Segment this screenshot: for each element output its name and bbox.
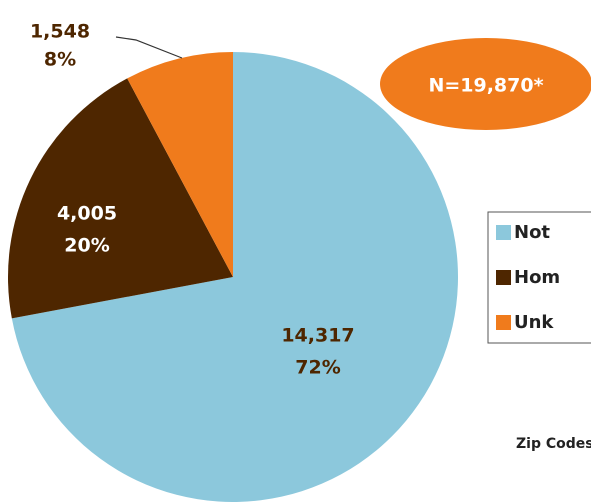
annotation-badge — [380, 38, 591, 130]
percent-label: 20% — [64, 235, 109, 257]
legend-label: Hom — [514, 267, 560, 288]
legend-swatch — [496, 270, 511, 285]
leader-line — [115, 36, 183, 59]
annotation: N=19,870* — [428, 75, 543, 97]
value-label: 14,317 — [281, 325, 354, 347]
legend-swatch — [496, 315, 511, 330]
pie-slice — [8, 78, 234, 319]
legend-label: Not — [514, 222, 550, 243]
legend-swatch — [496, 225, 511, 240]
legend-label: Unk — [514, 312, 554, 333]
note: Zip Codes — [516, 436, 591, 452]
value-label: 1,548 — [30, 21, 90, 43]
percent-label: 8% — [44, 49, 76, 71]
pie-slice — [11, 52, 458, 502]
value-label: 4,005 — [57, 203, 117, 225]
pie-slice — [127, 52, 233, 277]
percent-label: 72% — [295, 357, 340, 379]
